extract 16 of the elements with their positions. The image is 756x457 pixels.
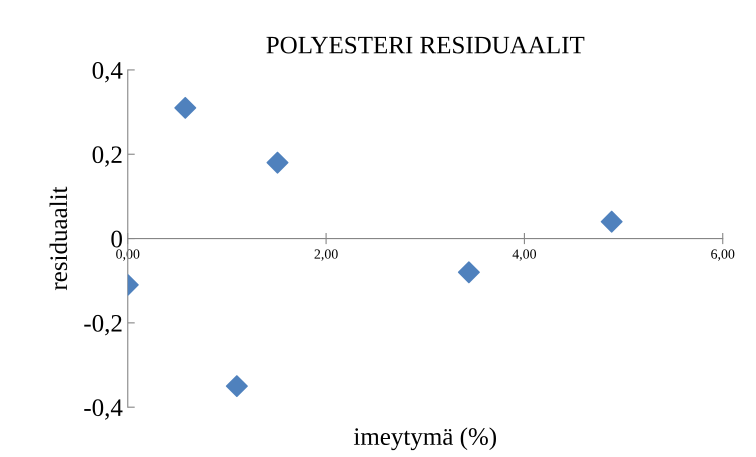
x-axis-title: imeytymä (%) bbox=[354, 427, 496, 450]
x-tick-label: 4,00 bbox=[512, 249, 536, 261]
x-tick-label: 2,00 bbox=[314, 249, 338, 261]
point bbox=[174, 96, 196, 119]
point bbox=[266, 152, 288, 174]
y-tick-label: -0,4 bbox=[84, 399, 123, 420]
point bbox=[226, 375, 248, 398]
y-tick-label: -0,2 bbox=[84, 314, 122, 336]
chart-title: POLYESTERI RESIDUAALIT bbox=[266, 36, 584, 54]
y-tick-label: 0,4 bbox=[92, 62, 123, 82]
point bbox=[458, 261, 480, 284]
y-tick-label: 0,2 bbox=[92, 146, 122, 167]
y-tick-label: 0 bbox=[111, 230, 122, 248]
x-tick-label: 6,00 bbox=[711, 249, 734, 261]
point bbox=[600, 210, 623, 233]
y-axis-title: residuaalit bbox=[50, 186, 68, 290]
